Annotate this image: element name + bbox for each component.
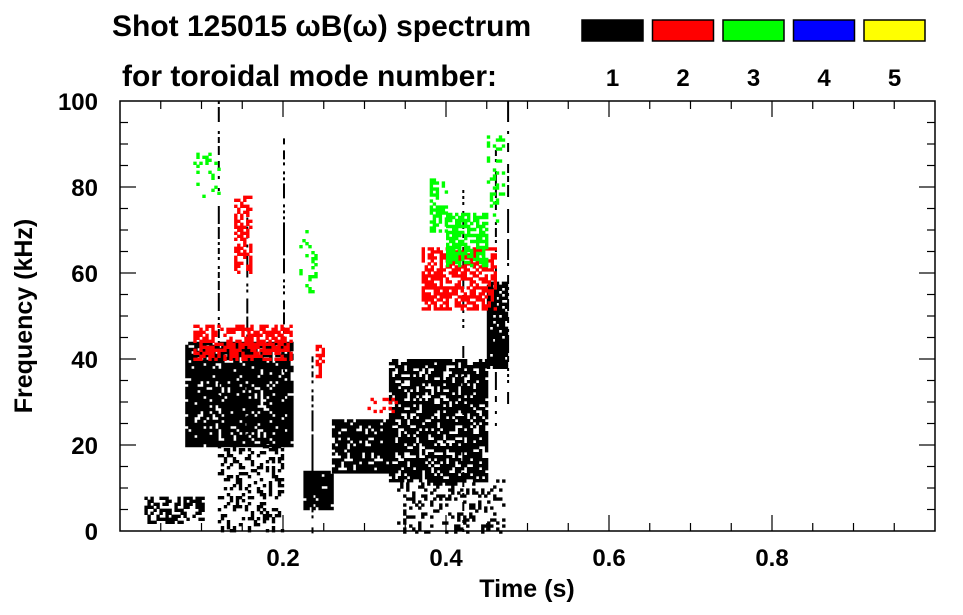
mode-1-spectrum bbox=[144, 101, 510, 534]
spectrum-data bbox=[144, 101, 510, 534]
legend-swatch-mode-2 bbox=[651, 19, 715, 42]
legend: 1 2 3 4 5 bbox=[581, 19, 926, 92]
legend-swatch-mode-1 bbox=[581, 19, 644, 42]
legend-swatch-mode-5 bbox=[863, 19, 926, 42]
y-tick-label: 40 bbox=[71, 347, 98, 374]
x-tick-label: 0.2 bbox=[266, 545, 299, 572]
legend-label-mode-3: 3 bbox=[747, 65, 760, 92]
x-tick-label: 0.6 bbox=[592, 545, 625, 572]
y-tick-label: 80 bbox=[71, 175, 98, 202]
y-axis-label: Frequency (kHz) bbox=[10, 219, 38, 413]
legend-label-mode-4: 4 bbox=[817, 65, 831, 92]
mode-2-spectrum bbox=[193, 195, 498, 414]
axis-ticks bbox=[120, 101, 935, 531]
legend-label-mode-5: 5 bbox=[888, 65, 901, 92]
legend-swatch-mode-3 bbox=[722, 19, 785, 42]
legend-label-mode-2: 2 bbox=[676, 65, 689, 92]
legend-swatch-mode-4 bbox=[792, 19, 856, 42]
legend-title: for toroidal mode number: bbox=[122, 60, 497, 93]
x-axis-label: Time (s) bbox=[479, 575, 574, 603]
mode-3-spectrum bbox=[193, 135, 506, 294]
y-tick-label: 60 bbox=[71, 261, 98, 288]
y-tick-label: 0 bbox=[85, 519, 98, 546]
tick-labels: 0.2 0.4 0.6 0.8 0 20 40 60 80 100 bbox=[58, 89, 789, 572]
x-tick-label: 0.4 bbox=[429, 545, 463, 572]
legend-label-mode-1: 1 bbox=[606, 65, 619, 92]
chart-title: Shot 125015 ωB(ω) spectrum bbox=[112, 10, 531, 43]
y-tick-label: 20 bbox=[71, 433, 98, 460]
x-tick-label: 0.8 bbox=[755, 545, 788, 572]
y-tick-label: 100 bbox=[58, 89, 98, 116]
